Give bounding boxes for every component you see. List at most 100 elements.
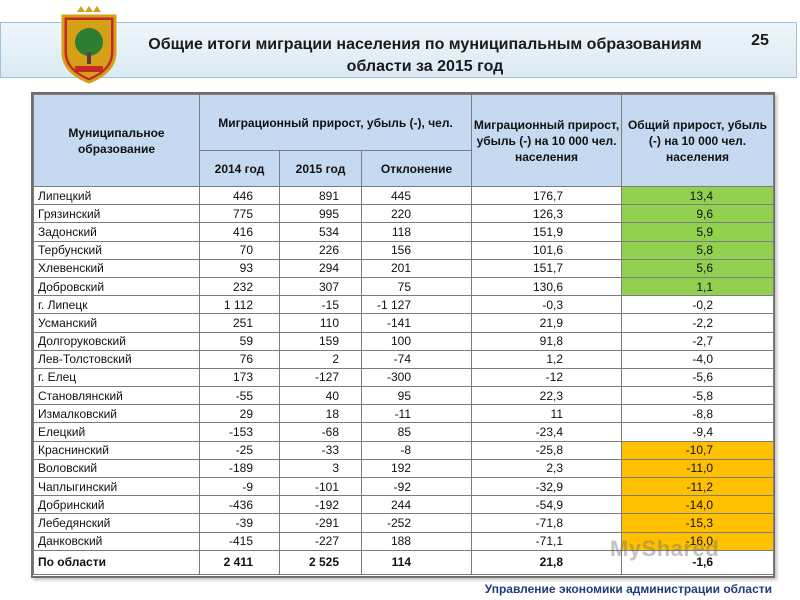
cell-2014: -436 xyxy=(199,495,280,515)
cell-2015: 891 xyxy=(279,185,362,206)
cell-2014: -25 xyxy=(199,440,280,460)
cell-municipality: Тербунский xyxy=(33,240,200,260)
cell-municipality: Липецкий xyxy=(33,185,200,206)
migration-table: Муниципальное образование Миграционный п… xyxy=(33,94,775,575)
table-row: Данковский -415 -227 188 -71,1 -16,0 xyxy=(33,531,775,551)
cell-total-growth: -11,0 xyxy=(621,458,775,479)
cell-deviation: 220 xyxy=(360,204,473,224)
cell-2014: 29 xyxy=(199,404,280,424)
cell-deviation: 156 xyxy=(360,240,473,260)
table-row: Лебедянский -39 -291 -252 -71,8 -15,3 xyxy=(33,513,775,533)
cell-total-growth: 1,1 xyxy=(621,276,775,297)
cell-2015: -33 xyxy=(279,440,362,460)
cell-migration-per-10000: 101,6 xyxy=(471,240,623,260)
total-cell-total-growth: -1,6 xyxy=(621,549,775,575)
cell-migration-per-10000: -54,9 xyxy=(471,495,623,515)
cell-deviation: 192 xyxy=(360,458,473,479)
cell-2015: 40 xyxy=(279,386,362,406)
cell-migration-per-10000: -32,9 xyxy=(471,476,623,497)
cell-2015: 226 xyxy=(279,240,362,260)
table-row: Лев-Толстовский 76 2 -74 1,2 -4,0 xyxy=(33,349,775,369)
cell-total-growth: -0,2 xyxy=(621,295,775,315)
cell-2015: -15 xyxy=(279,295,362,315)
cell-municipality: Добровский xyxy=(33,276,200,297)
cell-2014: -415 xyxy=(199,531,280,551)
cell-municipality: Данковский xyxy=(33,531,200,551)
table-row: Измалковский 29 18 -11 11 -8,8 xyxy=(33,404,775,424)
table-row: г. Елец 173 -127 -300 -12 -5,6 xyxy=(33,367,775,388)
cell-deviation: 201 xyxy=(360,258,473,278)
cell-migration-per-10000: -0,3 xyxy=(471,295,623,315)
header-year-2014: 2014 год xyxy=(199,150,280,187)
table-row: Грязинский 775 995 220 126,3 9,6 xyxy=(33,204,775,224)
cell-2014: 76 xyxy=(199,349,280,369)
cell-2015: -192 xyxy=(279,495,362,515)
table-row: Краснинский -25 -33 -8 -25,8 -10,7 xyxy=(33,440,775,460)
cell-deviation: -300 xyxy=(360,367,473,388)
table-body: Липецкий 446 891 445 176,7 13,4 Грязинский 775 9… xyxy=(33,185,775,575)
page-title: Общие итоги миграции населения по муници… xyxy=(148,36,702,75)
cell-2015: 110 xyxy=(279,313,362,333)
cell-municipality: Лебедянский xyxy=(33,513,200,533)
cell-2014: 775 xyxy=(199,204,280,224)
cell-total-growth: 5,8 xyxy=(621,240,775,260)
cell-total-growth: 13,4 xyxy=(621,185,775,206)
cell-2014: 251 xyxy=(199,313,280,333)
table-row: г. Липецк 1 112 -15 -1 127 -0,3 -0,2 xyxy=(33,295,775,315)
cell-total-growth: -5,8 xyxy=(621,386,775,406)
cell-migration-per-10000: 151,9 xyxy=(471,222,623,242)
footer-text: Управление экономики администрации облас… xyxy=(484,582,772,596)
cell-municipality: Лев-Толстовский xyxy=(33,349,200,369)
header-municipality: Муниципальное образование xyxy=(33,94,200,187)
cell-migration-per-10000: -71,1 xyxy=(471,531,623,551)
cell-municipality: Воловский xyxy=(33,458,200,479)
table-row: Становлянский -55 40 95 22,3 -5,8 xyxy=(33,386,775,406)
cell-deviation: 100 xyxy=(360,331,473,351)
cell-2015: 294 xyxy=(279,258,362,278)
cell-2015: -68 xyxy=(279,422,362,442)
cell-deviation: 445 xyxy=(360,185,473,206)
cell-migration-per-10000: 176,7 xyxy=(471,185,623,206)
header-per-10000: Миграционный прирост, убыль (-) на 10 00… xyxy=(471,94,623,187)
cell-municipality: Измалковский xyxy=(33,404,200,424)
cell-deviation: 118 xyxy=(360,222,473,242)
cell-deviation: 188 xyxy=(360,531,473,551)
cell-2015: 18 xyxy=(279,404,362,424)
cell-2014: 416 xyxy=(199,222,280,242)
cell-deviation: 75 xyxy=(360,276,473,297)
cell-2015: -291 xyxy=(279,513,362,533)
cell-migration-per-10000: 91,8 xyxy=(471,331,623,351)
migration-table-container: Муниципальное образование Миграционный п… xyxy=(31,92,775,578)
cell-total-growth: -5,6 xyxy=(621,367,775,388)
cell-migration-per-10000: 22,3 xyxy=(471,386,623,406)
cell-migration-per-10000: 1,2 xyxy=(471,349,623,369)
table-row: Добринский -436 -192 244 -54,9 -14,0 xyxy=(33,495,775,515)
cell-migration-per-10000: -23,4 xyxy=(471,422,623,442)
cell-2014: -189 xyxy=(199,458,280,479)
cell-deviation: -252 xyxy=(360,513,473,533)
cell-2014: 70 xyxy=(199,240,280,260)
table-row: Добровский 232 307 75 130,6 1,1 xyxy=(33,276,775,297)
cell-municipality: Елецкий xyxy=(33,422,200,442)
cell-deviation: -74 xyxy=(360,349,473,369)
table-row: Чаплыгинский -9 -101 -92 -32,9 -11,2 xyxy=(33,476,775,497)
cell-2015: -101 xyxy=(279,476,362,497)
cell-total-growth: -15,3 xyxy=(621,513,775,533)
total-cell-2015: 2 525 xyxy=(279,549,362,575)
cell-migration-per-10000: 126,3 xyxy=(471,204,623,224)
cell-deviation: 85 xyxy=(360,422,473,442)
cell-municipality: Краснинский xyxy=(33,440,200,460)
header-migration: Миграционный прирост, убыль (-), чел. xyxy=(198,94,473,151)
cell-migration-per-10000: 151,7 xyxy=(471,258,623,278)
cell-municipality: г. Липецк xyxy=(33,295,200,315)
header-total-growth: Общий прирост, убыль (-) на 10 000 чел. … xyxy=(621,94,775,187)
cell-total-growth: -11,2 xyxy=(621,476,775,497)
total-cell-2014: 2 411 xyxy=(199,549,280,575)
cell-2014: 232 xyxy=(199,276,280,297)
cell-municipality: Добринский xyxy=(33,495,200,515)
cell-municipality: г. Елец xyxy=(33,367,200,388)
table-row: Тербунский 70 226 156 101,6 5,8 xyxy=(33,240,775,260)
cell-2014: -9 xyxy=(199,476,280,497)
cell-migration-per-10000: -71,8 xyxy=(471,513,623,533)
cell-total-growth: -8,8 xyxy=(621,404,775,424)
